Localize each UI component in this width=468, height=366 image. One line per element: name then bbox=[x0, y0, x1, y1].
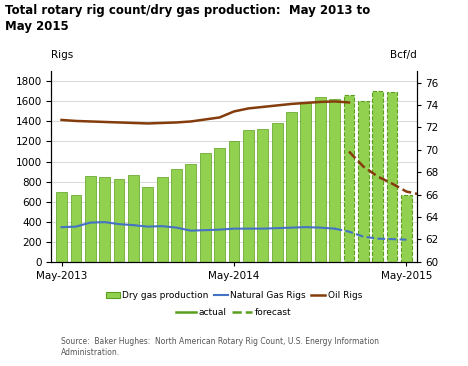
Bar bbox=[387, 92, 397, 262]
Bar bbox=[157, 176, 168, 262]
Legend: actual, forecast: actual, forecast bbox=[176, 308, 292, 317]
Bar bbox=[171, 168, 182, 262]
Bar bbox=[200, 153, 211, 262]
Bar bbox=[56, 191, 67, 262]
Bar bbox=[128, 175, 139, 262]
Bar bbox=[114, 179, 124, 262]
Text: Rigs: Rigs bbox=[51, 51, 74, 60]
Bar bbox=[272, 123, 283, 262]
Bar bbox=[300, 102, 311, 262]
Bar bbox=[99, 176, 110, 262]
Text: Source:  Baker Hughes:  North American Rotary Rig Count, U.S. Energy Information: Source: Baker Hughes: North American Rot… bbox=[61, 337, 379, 357]
Bar bbox=[214, 149, 225, 262]
Bar bbox=[142, 187, 153, 262]
Bar bbox=[286, 112, 297, 262]
Bar bbox=[358, 101, 369, 262]
Bar bbox=[243, 130, 254, 262]
Text: Total rotary rig count/dry gas production:  May 2013 to
May 2015: Total rotary rig count/dry gas productio… bbox=[5, 4, 370, 33]
Bar bbox=[329, 100, 340, 262]
Bar bbox=[71, 195, 81, 262]
Bar bbox=[315, 97, 326, 262]
Bar bbox=[185, 164, 196, 262]
Bar bbox=[373, 92, 383, 262]
Bar bbox=[401, 195, 412, 262]
Bar bbox=[344, 96, 354, 262]
Bar bbox=[85, 176, 95, 262]
Text: Bcf/d: Bcf/d bbox=[390, 51, 417, 60]
Bar bbox=[257, 129, 268, 262]
Bar bbox=[228, 142, 240, 262]
